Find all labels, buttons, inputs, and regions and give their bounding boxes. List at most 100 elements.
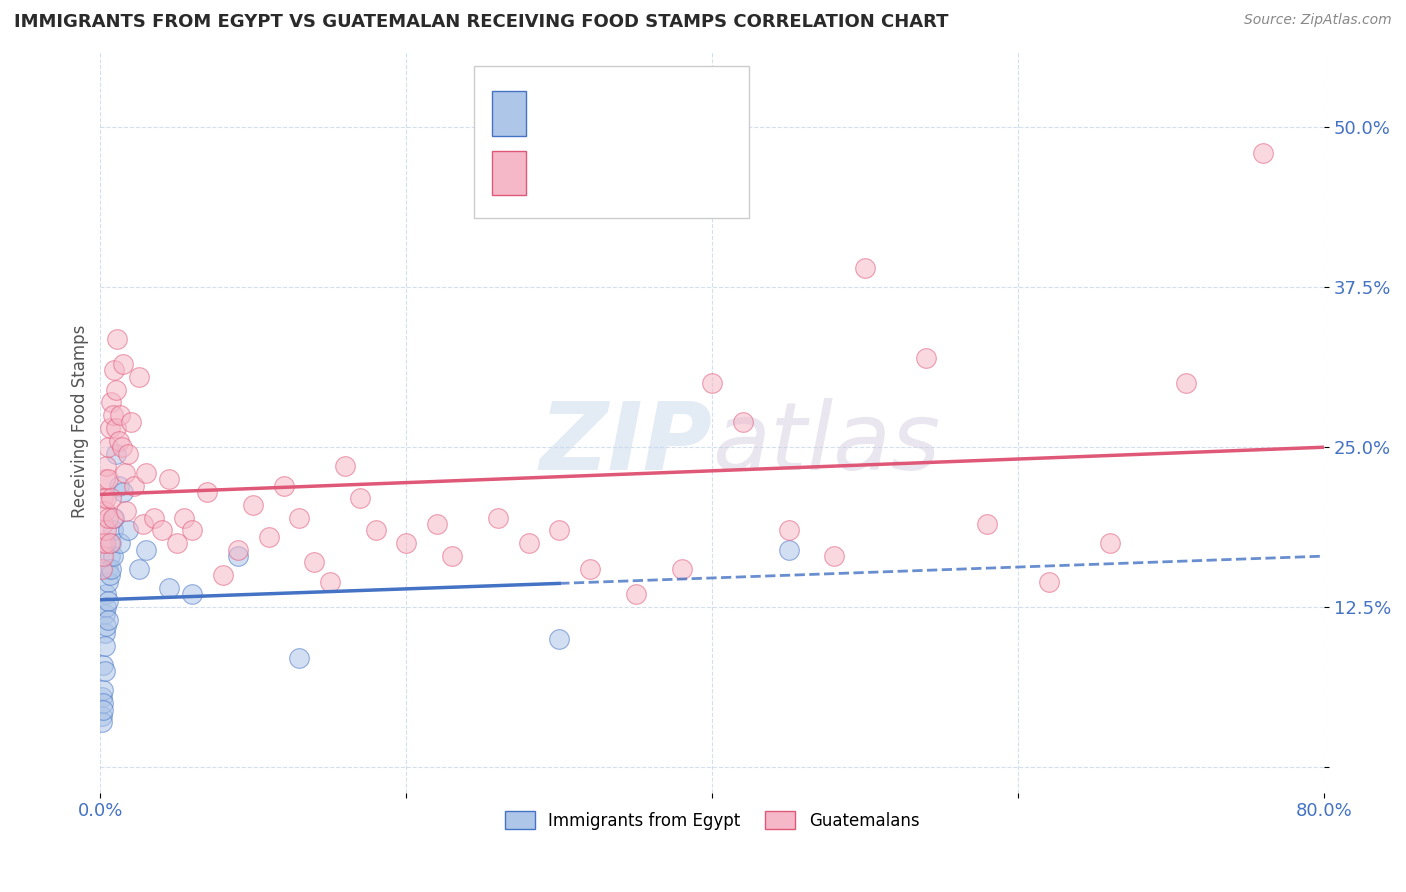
Point [98,421,121,435]
Point [97,510,120,524]
Point [90,562,112,576]
Point [333,459,356,474]
Point [117,524,139,538]
Point [441,549,464,563]
Point [98,568,121,582]
Point [101,510,124,524]
Point [104,421,127,435]
Point [112,357,135,371]
Point [211,568,233,582]
Point [548,524,571,538]
Point [110,536,132,550]
Point [107,434,129,448]
Point [426,516,449,531]
FancyBboxPatch shape [492,151,526,195]
Point [364,524,387,538]
Point [142,510,165,524]
Y-axis label: Receiving Food Stamps: Receiving Food Stamps [72,325,89,518]
Text: N = 74: N = 74 [637,161,702,180]
Point [257,530,280,544]
Point [93,549,115,563]
Point [242,498,264,512]
Text: ZIP: ZIP [540,398,711,490]
Point [915,351,938,365]
Point [395,536,418,550]
Point [104,383,127,397]
Point [93,683,115,698]
Point [97,594,120,608]
Point [94,639,117,653]
Text: R =   0.117: R = 0.117 [537,161,644,180]
Point [122,478,145,492]
Point [105,332,128,346]
Point [731,415,754,429]
Point [128,370,150,384]
Point [94,625,117,640]
Point [97,472,120,486]
Point [101,549,124,563]
Point [173,510,195,524]
Point [548,632,571,647]
Point [93,657,115,672]
Point [103,363,125,377]
Point [157,581,180,595]
Point [150,524,173,538]
Point [111,440,134,454]
Point [93,516,115,531]
Point [135,542,157,557]
Point [778,542,800,557]
Point [1175,376,1198,391]
FancyBboxPatch shape [474,65,749,218]
Point [93,491,115,506]
Point [96,600,118,615]
Point [97,440,120,454]
Text: R = 0.035: R = 0.035 [537,102,631,121]
Point [486,510,509,524]
Point [197,485,219,500]
Text: Source: ZipAtlas.com: Source: ZipAtlas.com [1244,13,1392,28]
Point [101,409,124,423]
Point [96,459,118,474]
Point [110,409,132,423]
Point [103,510,125,524]
Point [93,702,115,716]
Text: N = 38: N = 38 [637,102,702,121]
Point [1098,536,1121,550]
Point [700,376,723,391]
Point [349,491,371,506]
Point [304,555,326,569]
Point [100,491,122,506]
Point [96,619,118,633]
Point [100,536,122,550]
Point [120,415,142,429]
Text: IMMIGRANTS FROM EGYPT VS GUATEMALAN RECEIVING FOOD STAMPS CORRELATION CHART: IMMIGRANTS FROM EGYPT VS GUATEMALAN RECE… [14,13,949,31]
Point [157,472,180,486]
Point [90,715,112,730]
Point [115,504,138,518]
Point [101,524,124,538]
Point [96,491,118,506]
Point [100,395,122,409]
Point [94,472,117,486]
Point [1038,574,1060,589]
Point [319,574,342,589]
Point [128,562,150,576]
Point [624,587,647,601]
Point [181,524,204,538]
Point [181,587,204,601]
Point [90,536,112,550]
Point [226,549,249,563]
Point [107,478,129,492]
Point [671,562,693,576]
Point [114,466,136,480]
Point [117,447,139,461]
Legend: Immigrants from Egypt, Guatemalans: Immigrants from Egypt, Guatemalans [498,805,927,837]
Point [94,504,117,518]
Point [97,562,120,576]
Point [578,562,600,576]
Point [97,574,120,589]
Point [94,607,117,621]
Text: atlas: atlas [711,399,941,490]
Point [976,516,998,531]
Point [90,709,112,723]
